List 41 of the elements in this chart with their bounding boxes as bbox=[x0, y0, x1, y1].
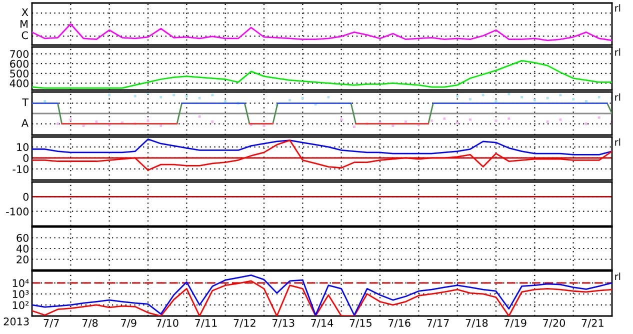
y-tick-label: 10² bbox=[12, 301, 29, 310]
text: T bbox=[22, 98, 29, 106]
y-tick-label: -100 bbox=[6, 208, 29, 216]
text: rl bbox=[615, 138, 620, 146]
y-tick-label: 60 bbox=[16, 234, 29, 242]
text: rl bbox=[615, 48, 620, 56]
x-tick-label: 7/20 bbox=[543, 318, 566, 328]
text: rl bbox=[615, 272, 620, 280]
x-tick-label: 7/14 bbox=[311, 319, 334, 328]
x-tick-label: 7/8 bbox=[82, 318, 98, 328]
y-tick-label: 10 bbox=[17, 143, 29, 152]
y-tick-label: 0 bbox=[23, 192, 29, 201]
text: A bbox=[21, 119, 28, 127]
y-tick-label: 700 bbox=[10, 50, 29, 58]
x-tick-label: 7/10 bbox=[156, 318, 178, 328]
x-tick-label: 7/18 bbox=[466, 318, 488, 328]
x-tick-label: 7/15 bbox=[350, 319, 372, 328]
x-tick-label: 7/19 bbox=[504, 318, 526, 328]
y-tick-label: 10⁴ bbox=[12, 279, 29, 288]
y-tick-label: 400 bbox=[10, 79, 29, 88]
text: M bbox=[20, 20, 28, 28]
text: rl bbox=[615, 4, 620, 12]
y-tick-label: 40 bbox=[16, 244, 29, 253]
y-tick-label: 600 bbox=[10, 60, 29, 68]
x-tick-label: 7/21 bbox=[582, 318, 604, 328]
y-tick-label: 0 bbox=[23, 154, 29, 162]
x-tick-label: 7/12 bbox=[234, 318, 256, 328]
x-tick-label: 7/11 bbox=[195, 319, 217, 328]
y-tick-label: 20 bbox=[16, 255, 29, 264]
x-tick-label: 7/13 bbox=[272, 318, 294, 328]
x-tick-label: 7/9 bbox=[121, 318, 136, 328]
y-tick-label: 500 bbox=[10, 70, 29, 78]
x-axis-title: 2013 bbox=[4, 318, 29, 326]
text: rl bbox=[615, 93, 620, 101]
y-tick-label: 10³ bbox=[12, 290, 29, 298]
x-tick-label: 7/7 bbox=[44, 319, 59, 328]
x-tick-label: 7/16 bbox=[388, 318, 410, 328]
text: X bbox=[22, 8, 28, 16]
text: C bbox=[22, 31, 28, 40]
x-tick-label: 7/17 bbox=[427, 319, 449, 328]
y-tick-label: -10 bbox=[12, 165, 29, 174]
